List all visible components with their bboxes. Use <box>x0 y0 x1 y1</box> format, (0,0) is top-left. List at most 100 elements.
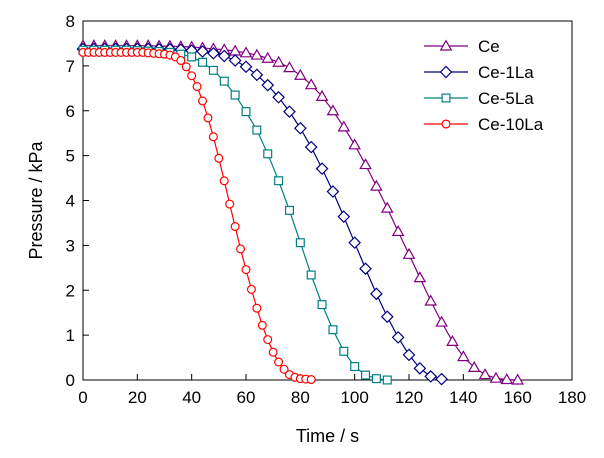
legend-item-ce-1la: Ce-1La <box>424 63 534 82</box>
x-tick-label: 100 <box>340 388 368 407</box>
data-point-ce <box>359 158 372 170</box>
data-point-ce-10la <box>279 364 289 374</box>
data-point-ce-1la <box>196 45 209 58</box>
data-point-ce-1la <box>293 121 307 135</box>
data-point-ce-5la <box>230 90 240 100</box>
data-point-ce-5la <box>219 76 229 86</box>
data-point-ce-10la <box>306 375 316 385</box>
data-point-ce-5la <box>317 300 327 310</box>
data-point-ce <box>380 201 394 213</box>
data-point-ce-5la <box>284 205 294 215</box>
legend-label-ce-5la: Ce-5La <box>478 89 534 108</box>
data-point-ce-10la <box>236 244 246 254</box>
y-tick-label: 2 <box>66 281 75 300</box>
data-point-ce-10la <box>230 222 240 232</box>
data-point-ce-1la <box>370 287 383 301</box>
data-point-ce-5la <box>208 65 218 75</box>
y-tick-label: 6 <box>66 102 75 121</box>
y-axis: 0 1 2 3 4 5 6 7 8 <box>66 12 89 390</box>
data-point-ce-10la <box>225 199 235 209</box>
data-point-ce <box>391 224 405 237</box>
data-point-ce-5la <box>241 107 251 117</box>
x-axis: 0 20 40 60 80 100 120 140 160 180 <box>78 374 586 407</box>
data-point-ce <box>370 179 383 191</box>
legend-item-ce-10la: Ce-10La <box>424 115 544 134</box>
data-point-ce <box>304 78 318 90</box>
data-point-ce-5la <box>382 375 392 385</box>
x-tick-label: 140 <box>449 388 477 407</box>
data-point-ce-1la <box>315 162 329 176</box>
data-point-ce-1la <box>424 370 438 383</box>
data-point-ce-5la <box>187 52 197 62</box>
y-tick-label: 4 <box>66 192 75 211</box>
data-point-ce <box>511 373 524 385</box>
data-point-ce-1la <box>402 348 416 362</box>
x-tick-label: 0 <box>78 388 87 407</box>
data-point-ce-10la <box>274 357 284 367</box>
data-point-ce-5la <box>339 346 349 356</box>
data-point-ce-10la <box>198 96 208 106</box>
data-point-ce-10la <box>176 55 186 66</box>
data-point-ce <box>500 373 514 385</box>
data-point-ce <box>261 51 275 63</box>
data-point-ce <box>424 294 438 306</box>
x-tick-label: 120 <box>395 388 423 407</box>
legend-marker-ce-5la <box>441 93 451 103</box>
data-point-ce-10la <box>187 71 197 81</box>
y-axis-title: Pressure / kPa <box>26 140 46 259</box>
legend-label-ce-1la: Ce-1La <box>478 63 534 82</box>
data-point-ce-10la <box>241 265 251 275</box>
data-point-ce-1la <box>380 310 394 324</box>
data-point-ce <box>337 120 351 132</box>
data-point-ce <box>239 46 253 58</box>
data-point-ce-1la <box>283 105 296 119</box>
data-point-ce-10la <box>268 347 278 357</box>
data-point-ce-10la <box>246 284 256 294</box>
data-point-ce-1la <box>326 185 340 198</box>
data-point-ce-1la <box>348 236 362 250</box>
data-point-ce <box>413 271 427 283</box>
data-point-ce-10la <box>214 153 224 163</box>
data-point-ce-10la <box>203 113 213 123</box>
y-tick-label: 8 <box>66 12 75 31</box>
data-point-ce-5la <box>295 238 305 248</box>
data-point-ce-10la <box>181 62 191 72</box>
data-point-ce-5la <box>274 176 284 186</box>
legend-label-ce-10la: Ce-10La <box>478 115 544 134</box>
data-point-ce-5la <box>306 270 316 280</box>
data-point-ce <box>326 104 340 116</box>
legend-item-ce-5la: Ce-5La <box>424 89 534 108</box>
data-point-ce-10la <box>257 320 267 330</box>
x-tick-label: 60 <box>237 388 256 407</box>
data-point-ce-5la <box>328 325 338 335</box>
data-point-ce-1la <box>435 372 448 386</box>
data-point-ce-1la <box>261 78 275 92</box>
data-point-ce <box>348 138 361 150</box>
data-point-ce-5la <box>263 149 273 159</box>
legend: Ce Ce-1La Ce-5La Ce-10La <box>424 37 544 134</box>
data-point-ce-1la <box>217 49 231 63</box>
legend-marker-ce-10la <box>441 119 451 129</box>
data-point-ce-5la <box>371 374 381 384</box>
data-point-ce <box>294 68 307 80</box>
x-tick-label: 180 <box>558 388 586 407</box>
data-point-ce-1la <box>272 90 285 104</box>
x-axis-title: Time / s <box>296 426 359 446</box>
legend-label-ce: Ce <box>478 37 500 56</box>
data-point-ce <box>402 247 416 259</box>
data-point-ce <box>272 55 285 67</box>
x-tick-label: 80 <box>291 388 310 407</box>
data-point-ce <box>250 48 264 60</box>
y-tick-label: 3 <box>66 236 75 255</box>
x-tick-label: 20 <box>128 388 147 407</box>
data-point-ce-5la <box>198 57 208 67</box>
series-layer <box>76 39 524 386</box>
data-point-ce-1la <box>304 140 318 154</box>
series-ce-10la <box>78 47 316 385</box>
data-point-ce-10la <box>252 303 262 313</box>
data-point-ce-5la <box>361 370 371 380</box>
y-tick-label: 1 <box>66 326 75 345</box>
legend-marker-ce-1la <box>439 65 453 79</box>
data-point-ce-5la <box>350 362 360 372</box>
